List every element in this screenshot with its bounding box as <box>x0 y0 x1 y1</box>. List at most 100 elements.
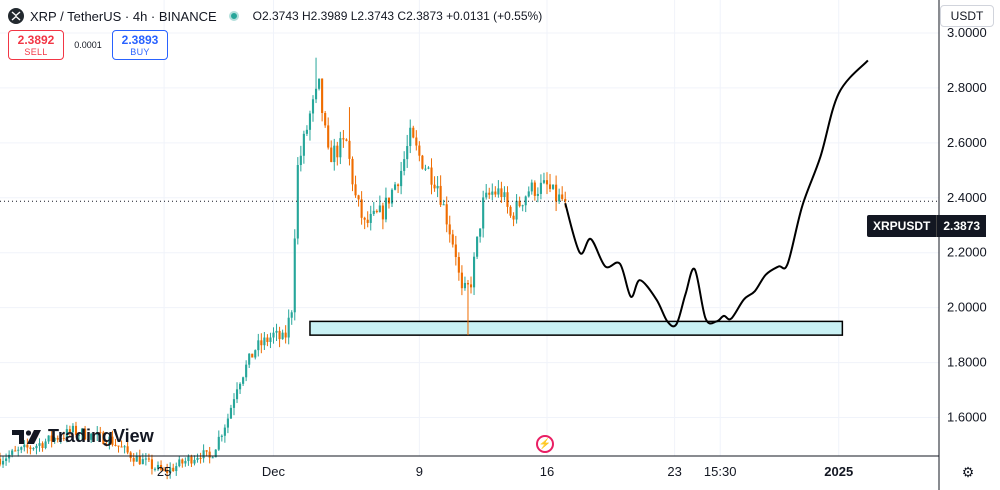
candle <box>26 438 29 454</box>
candle <box>503 186 506 201</box>
candle <box>147 453 150 463</box>
market-open-icon <box>228 11 239 21</box>
candle-body <box>38 443 41 446</box>
candle <box>318 78 321 91</box>
candle <box>153 467 157 472</box>
x-tick-label: Dec <box>262 464 286 479</box>
lightning-icon[interactable]: ⚡ <box>536 435 554 453</box>
candle-body <box>345 139 348 141</box>
candle-body <box>415 137 418 146</box>
candle-body <box>266 337 269 342</box>
x-tick-label: 9 <box>416 464 423 479</box>
spread-value: 0.0001 <box>74 40 102 50</box>
candle-body <box>175 466 178 472</box>
candle-body <box>111 436 114 445</box>
candle <box>518 196 521 208</box>
candle-body <box>47 435 50 442</box>
candle-body <box>90 433 93 440</box>
candle-body <box>488 192 491 195</box>
candle-body <box>153 468 157 470</box>
candle <box>144 453 147 466</box>
candle <box>415 130 418 151</box>
candle-body <box>20 447 23 450</box>
candle-body <box>229 407 233 419</box>
candle <box>494 186 497 198</box>
candle <box>211 456 214 459</box>
candle <box>132 453 135 467</box>
candle-body <box>44 441 47 448</box>
x-tick-label: 23 <box>667 464 681 479</box>
candle <box>172 463 175 472</box>
candle-body <box>269 337 272 342</box>
candle <box>412 125 415 139</box>
candle-body <box>159 464 163 470</box>
currency-selector[interactable]: USDT <box>940 5 994 27</box>
candle <box>232 393 236 416</box>
last-price-label: XRPUSDT 2.3873 <box>867 215 987 237</box>
candle <box>117 445 120 453</box>
candle <box>44 438 47 450</box>
support-zone-box[interactable] <box>309 320 844 336</box>
candle-body <box>378 205 381 213</box>
candle-body <box>187 456 190 462</box>
candle-body <box>506 192 509 207</box>
candle <box>163 466 166 472</box>
candle-body <box>558 194 561 202</box>
tradingview-logo[interactable]: TradingView <box>12 426 154 447</box>
candle-body <box>372 210 375 214</box>
sell-button[interactable]: 2.3892 SELL <box>8 30 64 60</box>
candle-body <box>199 457 202 459</box>
candle <box>433 176 436 192</box>
candle <box>260 333 263 354</box>
candle <box>245 360 248 382</box>
price-label-pair: XRPUSDT <box>867 215 937 237</box>
x-tick-label: 25 <box>157 464 171 479</box>
candle <box>348 107 351 166</box>
candle <box>242 376 245 386</box>
candle-body <box>17 449 20 451</box>
x-tick-label: 15:30 <box>704 464 737 479</box>
candle <box>80 427 84 441</box>
candle-body <box>132 458 135 462</box>
candle <box>299 145 302 172</box>
y-tick-label: 2.2000 <box>947 245 987 260</box>
candle-body <box>135 455 138 462</box>
candle-body <box>114 444 117 446</box>
candle-body <box>181 459 184 464</box>
candle-body <box>536 193 539 196</box>
candle <box>378 195 381 213</box>
candle <box>409 119 412 154</box>
candle-body <box>251 353 254 358</box>
candle-body <box>302 133 305 156</box>
candle <box>181 458 184 468</box>
candle <box>20 446 23 454</box>
candle <box>199 452 202 464</box>
candle <box>308 110 312 141</box>
candle-body <box>26 444 29 448</box>
candle-body <box>336 145 339 158</box>
candle-body <box>472 256 476 288</box>
candle <box>354 175 357 198</box>
symbol-title[interactable]: XRP / TetherUS · 4h · BINANCE <box>30 8 217 24</box>
candle-body <box>457 257 460 273</box>
y-tick-label: 2.4000 <box>947 190 987 205</box>
candle <box>418 141 421 162</box>
candle <box>272 327 275 344</box>
candle <box>311 95 315 122</box>
candle-body <box>184 461 187 464</box>
support-zone[interactable] <box>309 320 844 336</box>
candle <box>196 453 199 463</box>
candle <box>120 440 123 448</box>
gear-icon[interactable]: ⚙ <box>961 463 975 480</box>
candle-body <box>80 428 84 435</box>
y-tick-label: 1.8000 <box>947 355 987 370</box>
candle <box>485 184 488 200</box>
candle <box>393 181 397 191</box>
candle-body <box>299 155 302 166</box>
candle <box>248 353 251 368</box>
candle <box>469 276 473 294</box>
buy-button[interactable]: 2.3893 BUY <box>112 30 168 60</box>
candle <box>87 432 90 442</box>
candle <box>23 440 26 452</box>
